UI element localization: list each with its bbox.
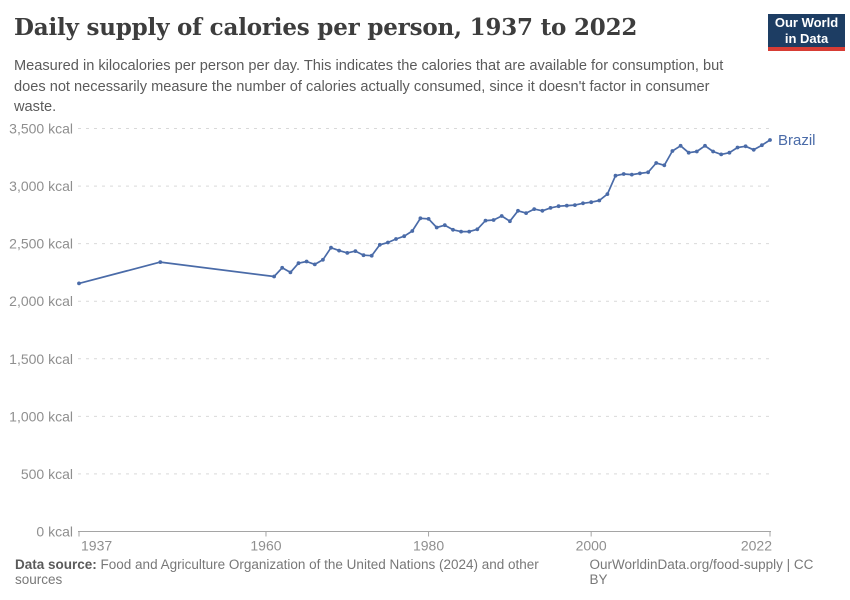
data-point[interactable] (77, 281, 81, 286)
data-point[interactable] (768, 138, 772, 142)
owid-logo[interactable]: Our World in Data (768, 14, 845, 51)
data-point[interactable] (621, 172, 626, 176)
data-point[interactable] (394, 237, 398, 241)
x-axis-tick-label: 1937 (81, 538, 112, 554)
data-point[interactable] (548, 206, 553, 210)
data-point[interactable] (686, 150, 691, 155)
y-axis-tick-label: 0 kcal (36, 524, 73, 540)
data-point[interactable] (288, 270, 293, 275)
data-point[interactable] (280, 265, 285, 270)
y-axis-tick-label: 2,500 kcal (9, 236, 73, 252)
data-point[interactable] (410, 229, 415, 233)
chart-footer: Data source: Food and Agriculture Organi… (15, 557, 835, 587)
data-point[interactable] (646, 170, 650, 175)
data-point[interactable] (719, 152, 724, 157)
data-point[interactable] (694, 149, 699, 154)
data-point[interactable] (678, 143, 683, 148)
data-point[interactable] (459, 229, 463, 234)
license-badge: CC BY (589, 557, 814, 587)
data-point[interactable] (158, 260, 163, 264)
owid-logo-line1: Our World (774, 15, 839, 31)
y-axis-tick-label: 3,000 kcal (9, 178, 73, 194)
data-source-text: Food and Agriculture Organization of the… (15, 557, 539, 587)
data-point[interactable] (491, 218, 496, 222)
data-point[interactable] (296, 261, 301, 266)
data-point[interactable] (751, 147, 756, 152)
data-point[interactable] (605, 192, 610, 197)
data-point[interactable] (329, 245, 333, 250)
data-point[interactable] (312, 262, 317, 267)
data-point[interactable] (727, 150, 732, 155)
attribution-note: OurWorldinData.org/food-supply | CC BY (590, 557, 836, 587)
data-source-note: Data source: Food and Agriculture Organi… (15, 557, 590, 587)
data-point[interactable] (272, 274, 276, 279)
owid-logo-line2: in Data (784, 30, 829, 46)
data-point[interactable] (483, 218, 488, 223)
data-point[interactable] (589, 200, 594, 205)
data-point[interactable] (426, 217, 431, 221)
data-point[interactable] (703, 143, 707, 148)
data-point[interactable] (361, 253, 366, 258)
data-point[interactable] (564, 203, 569, 208)
data-point[interactable] (532, 207, 537, 212)
x-axis-tick-label: 2000 (576, 538, 607, 554)
data-point[interactable] (508, 219, 512, 224)
data-point[interactable] (597, 198, 602, 203)
data-point[interactable] (573, 203, 577, 208)
data-point[interactable] (467, 229, 472, 234)
data-point[interactable] (304, 259, 309, 264)
y-axis-tick-label: 2,000 kcal (9, 293, 73, 309)
data-point[interactable] (402, 234, 407, 239)
series-line-brazil[interactable] (78, 139, 771, 285)
data-point[interactable] (499, 214, 504, 218)
data-point[interactable] (451, 227, 455, 232)
data-point[interactable] (629, 172, 634, 177)
data-point[interactable] (711, 149, 715, 154)
data-point[interactable] (613, 173, 618, 178)
x-axis-tick-label: 1960 (250, 538, 281, 554)
data-point[interactable] (540, 208, 545, 213)
owid-url-link[interactable]: OurWorldinData.org/food-supply (589, 557, 783, 572)
data-point[interactable] (735, 145, 740, 150)
data-point[interactable] (434, 225, 439, 230)
data-point[interactable] (638, 171, 642, 176)
y-axis-tick-label: 1,000 kcal (9, 408, 73, 424)
data-point[interactable] (524, 211, 528, 216)
chart-subtitle: Measured in kilocalories per person per … (14, 58, 724, 116)
data-point[interactable] (662, 163, 667, 168)
data-point[interactable] (760, 143, 764, 148)
data-point[interactable] (369, 253, 374, 258)
x-axis-tick-label: 1980 (413, 538, 444, 554)
data-point[interactable] (386, 240, 390, 245)
y-axis-tick-label: 500 kcal (21, 466, 73, 482)
data-point[interactable] (321, 257, 325, 262)
data-point[interactable] (418, 216, 423, 221)
data-source-label: Data source: (15, 557, 97, 572)
y-axis-tick-label: 3,500 kcal (9, 121, 73, 137)
data-point[interactable] (581, 201, 585, 206)
page-title: Daily supply of calories per person, 193… (14, 14, 638, 41)
x-axis-tick-label: 2022 (741, 538, 772, 554)
data-point[interactable] (516, 208, 520, 213)
y-axis-tick-label: 1,500 kcal (9, 351, 73, 367)
data-point[interactable] (556, 204, 561, 209)
data-point[interactable] (670, 149, 675, 153)
data-point[interactable] (743, 144, 748, 149)
data-point[interactable] (353, 249, 358, 254)
data-point[interactable] (475, 227, 480, 232)
entity-label-brazil[interactable]: Brazil (778, 132, 816, 149)
data-point[interactable] (442, 223, 447, 228)
data-point[interactable] (654, 161, 659, 165)
footer-separator: | (782, 557, 794, 572)
data-point[interactable] (345, 251, 350, 255)
data-point[interactable] (337, 248, 341, 253)
data-point[interactable] (377, 242, 382, 247)
